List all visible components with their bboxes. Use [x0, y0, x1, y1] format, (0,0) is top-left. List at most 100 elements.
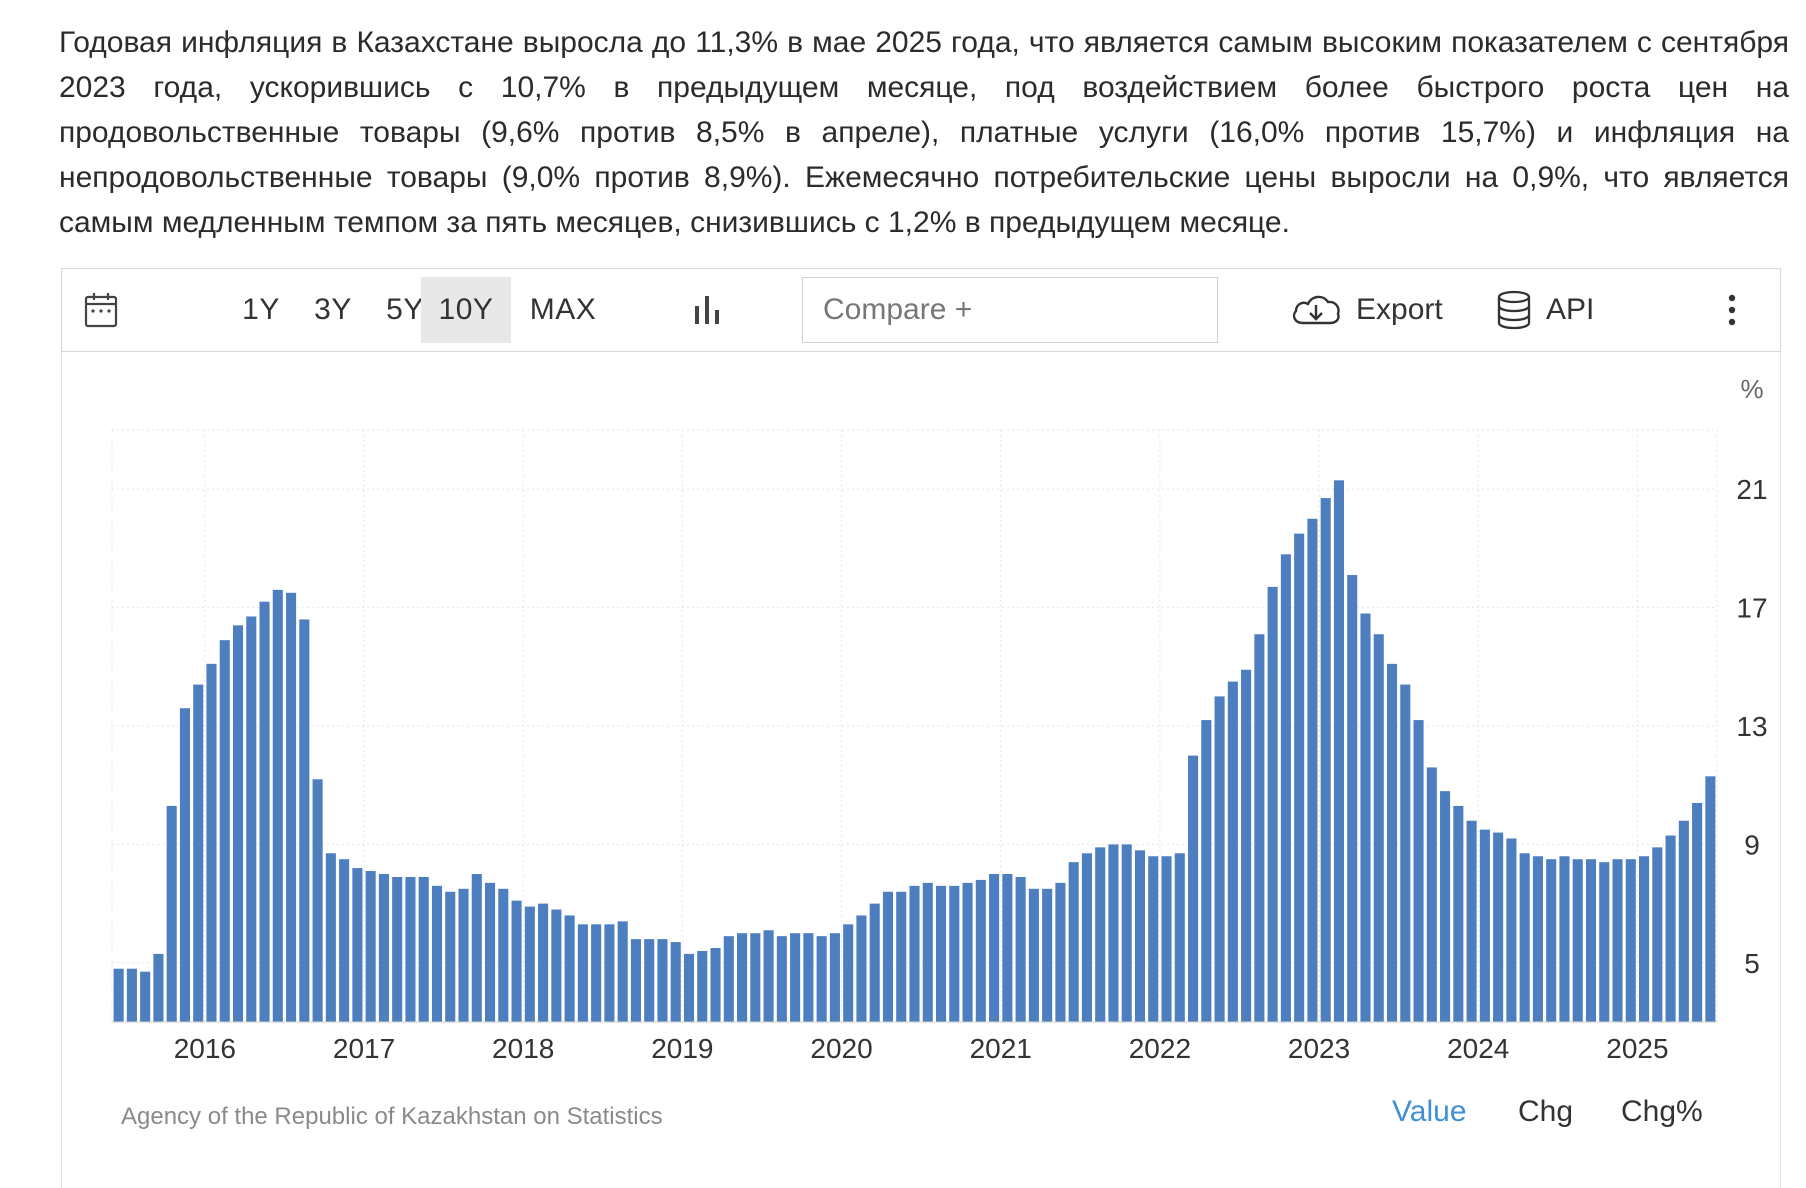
bar	[1068, 862, 1079, 1022]
bar	[140, 971, 151, 1022]
bar	[617, 921, 628, 1022]
bar	[511, 900, 522, 1022]
range-1y-button[interactable]: 1Y	[242, 293, 280, 326]
calendar-icon[interactable]	[84, 269, 118, 351]
bar	[803, 933, 814, 1022]
mode-chg-tab[interactable]: Chg	[1518, 1095, 1574, 1128]
bar	[1095, 847, 1106, 1022]
bar	[1585, 859, 1597, 1022]
bar	[1333, 480, 1345, 1022]
bar	[299, 619, 310, 1022]
y-tick-label: 5	[1744, 948, 1760, 979]
bar	[113, 968, 124, 1022]
range-max-button[interactable]: MAX	[529, 293, 597, 326]
bar	[737, 933, 748, 1022]
x-tick-label: 2016	[174, 1033, 236, 1064]
bar	[577, 924, 588, 1022]
bar	[1042, 888, 1053, 1022]
bar	[445, 891, 456, 1022]
x-tick-label: 2020	[810, 1033, 872, 1064]
bar	[1652, 847, 1663, 1022]
x-tick-label: 2021	[970, 1033, 1032, 1064]
bar	[856, 915, 867, 1022]
bar	[1519, 853, 1530, 1022]
bar	[1002, 874, 1013, 1022]
bar	[1546, 859, 1557, 1022]
bar	[564, 915, 575, 1022]
bar	[869, 903, 880, 1022]
bar	[1201, 720, 1212, 1022]
bar	[1320, 498, 1331, 1022]
bar	[1599, 862, 1610, 1022]
bar	[790, 933, 801, 1022]
cloud-download-icon	[1290, 291, 1342, 329]
bar	[1559, 856, 1570, 1022]
bar	[935, 885, 947, 1022]
bar	[219, 640, 230, 1022]
bar	[683, 953, 695, 1022]
inflation-bar-chart: 2016 2017 2018 2019 2020 2021 2022 2023 2024 2025…	[111, 374, 1768, 1064]
bar	[922, 882, 933, 1022]
bar-chart-icon[interactable]	[692, 269, 724, 351]
bar	[1254, 634, 1265, 1022]
bar	[1413, 720, 1424, 1022]
x-tick-label: 2017	[333, 1033, 395, 1064]
range-3y-button[interactable]: 3Y	[314, 293, 352, 326]
api-label: API	[1546, 293, 1595, 326]
bar	[1188, 755, 1199, 1022]
bar	[776, 936, 787, 1022]
bar	[1639, 856, 1650, 1022]
bar	[166, 805, 177, 1022]
bar	[1625, 859, 1636, 1022]
bar	[246, 616, 257, 1022]
bar	[1678, 820, 1689, 1022]
x-tick-label: 2023	[1288, 1033, 1350, 1064]
bar	[339, 859, 350, 1022]
bar	[1108, 844, 1119, 1022]
bar	[1426, 767, 1437, 1022]
bar	[949, 885, 960, 1022]
x-tick-label: 2022	[1129, 1033, 1191, 1064]
bar	[644, 939, 655, 1022]
export-button[interactable]: Export	[1290, 269, 1443, 351]
bar	[829, 933, 840, 1022]
bar	[1148, 856, 1159, 1022]
bar	[538, 903, 549, 1022]
bar	[1360, 613, 1371, 1022]
database-icon	[1496, 290, 1532, 330]
bar	[750, 933, 761, 1022]
bar	[1174, 853, 1185, 1022]
compare-input[interactable]: Compare +	[802, 277, 1218, 343]
export-label: Export	[1356, 293, 1443, 326]
bar	[816, 936, 827, 1022]
bar	[418, 876, 429, 1022]
chart-toolbar: 1Y 3Y 5Y 10Y MAX Compare + Export	[61, 268, 1781, 352]
bar	[1665, 835, 1676, 1022]
range-10y-button[interactable]: 10Y	[421, 277, 511, 343]
bar	[657, 939, 668, 1022]
bar	[498, 888, 509, 1022]
bar	[484, 882, 496, 1022]
mode-chg-percent-tab[interactable]: Chg%	[1621, 1095, 1703, 1128]
bar	[392, 876, 403, 1022]
bar	[232, 625, 244, 1022]
bar	[723, 936, 734, 1022]
bar	[551, 909, 562, 1022]
bar	[604, 924, 615, 1022]
bar	[763, 930, 774, 1022]
bar	[1214, 696, 1225, 1022]
mode-value-tab[interactable]: Value	[1392, 1095, 1467, 1128]
bar	[1015, 876, 1026, 1022]
range-5y-button[interactable]: 5Y	[386, 293, 424, 326]
bar	[286, 592, 297, 1022]
bar	[1479, 829, 1490, 1022]
bar	[896, 891, 907, 1022]
bar	[1161, 856, 1172, 1022]
bar	[591, 924, 602, 1022]
chart-panel: 2016 2017 2018 2019 2020 2021 2022 2023 2024 2025…	[61, 352, 1781, 1188]
bar	[1440, 791, 1451, 1022]
bar	[1506, 838, 1517, 1022]
bar	[1466, 820, 1477, 1022]
api-button[interactable]: API	[1496, 269, 1594, 351]
more-vertical-icon[interactable]	[1727, 269, 1737, 351]
